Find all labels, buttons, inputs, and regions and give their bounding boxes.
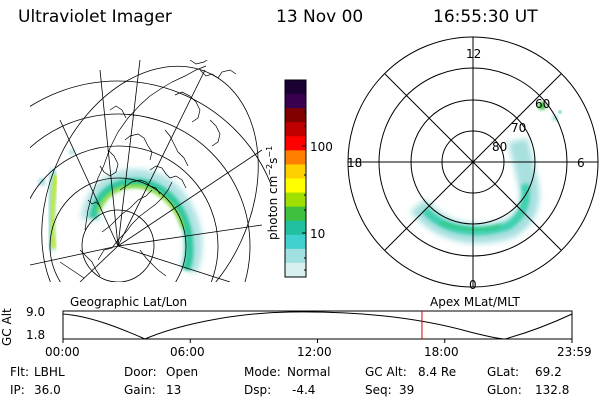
flt-value: LBHL xyxy=(34,365,65,379)
glat-value: 69.2 xyxy=(535,365,562,379)
altitude-plot xyxy=(62,310,573,343)
gain-value: 13 xyxy=(166,383,182,397)
colorbar-swatch xyxy=(285,164,306,179)
glat-label: GLat: xyxy=(487,365,520,379)
colorbar-swatch xyxy=(285,122,306,137)
polar-panel-label: Apex MLat/MLT xyxy=(430,295,520,309)
coastlines xyxy=(59,60,237,279)
mlt-18-label: 18 xyxy=(347,156,363,170)
altitude-y-top: 9.0 xyxy=(26,305,46,319)
colorbar-swatch xyxy=(285,248,306,264)
mlat-70-label: 70 xyxy=(511,121,527,135)
colorbar-swatch xyxy=(285,150,306,165)
gcalt-label: GC Alt: xyxy=(365,365,407,379)
glon-value: 132.8 xyxy=(535,383,570,397)
colorbar-swatch xyxy=(285,192,306,208)
dsp-value: -4.4 xyxy=(292,383,316,397)
date-label: 13 Nov 00 xyxy=(276,7,364,27)
mode-value: Normal xyxy=(287,365,331,379)
door-value: Open xyxy=(166,365,199,379)
x-tick-label: 12:00 xyxy=(297,345,332,359)
geo-grid xyxy=(30,60,270,282)
colorbar-swatch xyxy=(285,80,306,95)
polar-aurora xyxy=(410,102,562,244)
seq-value: 39 xyxy=(399,383,415,397)
gain-label: Gain: xyxy=(124,383,156,397)
colorbar-gradient xyxy=(285,80,306,278)
colorbar-swatch xyxy=(285,234,306,250)
colorbar-unit-label: photon cm−2s−1 xyxy=(265,145,280,240)
orbit-altitude-curve xyxy=(62,311,573,340)
mlat-60-label: 60 xyxy=(535,97,551,111)
polar-plot xyxy=(347,36,599,288)
instrument-title: Ultraviolet Imager xyxy=(18,7,172,27)
ip-value: 36.0 xyxy=(34,383,61,397)
ip-label: IP: xyxy=(10,383,25,397)
door-label: Door: xyxy=(124,365,157,379)
mlt-6-label: 6 xyxy=(577,156,585,170)
geographic-map xyxy=(30,60,270,282)
altitude-x-ticks xyxy=(62,339,573,343)
x-tick-label: 18:00 xyxy=(424,345,459,359)
colorbar-swatch xyxy=(285,220,306,236)
colorbar-swatch xyxy=(285,206,306,222)
dsp-label: Dsp: xyxy=(244,383,272,397)
geo-aurora xyxy=(38,149,203,275)
colorbar-swatch xyxy=(285,178,306,194)
geo-panel-label: Geographic Lat/Lon xyxy=(70,295,188,309)
seq-label: Seq: xyxy=(365,383,392,397)
mlt-12-label: 12 xyxy=(466,47,482,61)
mlat-80-label: 80 xyxy=(492,140,508,154)
colorbar-swatch xyxy=(285,136,306,151)
mode-label: Mode: xyxy=(244,365,281,379)
mlt-0-label: 0 xyxy=(469,278,477,292)
colorbar-swatch xyxy=(285,94,306,109)
x-tick-label: 06:00 xyxy=(170,345,205,359)
x-tick-label: 23:59 xyxy=(557,345,592,359)
colorbar xyxy=(284,79,307,278)
flt-label: Flt: xyxy=(10,365,29,379)
x-tick-label: 00:00 xyxy=(45,345,80,359)
altitude-y-bottom: 1.8 xyxy=(26,328,46,342)
time-label: 16:55:30 UT xyxy=(433,7,538,27)
colorbar-tick-100: 100 xyxy=(310,140,333,154)
colorbar-swatch xyxy=(285,262,306,278)
glon-label: GLon: xyxy=(487,383,522,397)
altitude-ylabel: GC Alt xyxy=(0,308,14,346)
gcalt-value: 8.4 Re xyxy=(418,365,457,379)
colorbar-swatch xyxy=(285,108,306,123)
colorbar-tick-10: 10 xyxy=(310,227,326,241)
